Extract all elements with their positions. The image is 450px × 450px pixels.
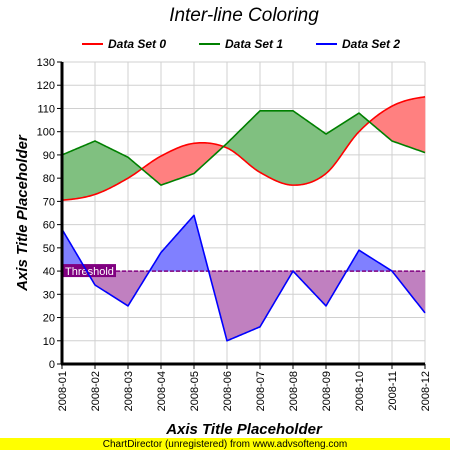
- x-tick-label: 2008-04: [156, 371, 168, 411]
- x-tick-label: 2008-02: [90, 371, 102, 411]
- x-tick-label: 2008-01: [57, 371, 69, 411]
- x-tick-label: 2008-10: [354, 371, 366, 411]
- y-tick-label: 130: [37, 57, 55, 69]
- y-tick-label: 40: [43, 266, 55, 278]
- y-tick-label: 10: [43, 336, 55, 348]
- y-tick-label: 50: [43, 243, 55, 255]
- footer-text: ChartDirector (unregistered) from www.ad…: [103, 439, 348, 450]
- y-tick-label: 100: [37, 127, 55, 139]
- x-tick-label: 2008-08: [288, 371, 300, 411]
- series-lines: [61, 96, 426, 342]
- y-tick-labels: 0 10 20 30 40 50 60 70 80 90 100 110 120 130: [37, 57, 62, 371]
- x-axis-title: Axis Title Placeholder: [165, 421, 323, 438]
- threshold-label: Threshold: [65, 266, 114, 278]
- x-tick-label: 2008-06: [222, 371, 234, 411]
- axes: [60, 62, 425, 366]
- x-tick-label: 2008-11: [387, 371, 399, 411]
- legend-label-1: Data Set 1: [225, 37, 283, 51]
- footer-banner: [0, 438, 450, 450]
- series-line-1: [61, 109, 426, 186]
- y-tick-label: 80: [43, 173, 55, 185]
- y-tick-label: 0: [49, 359, 55, 371]
- x-tick-label: 2008-05: [189, 371, 201, 411]
- x-tick-label: 2008-03: [123, 371, 135, 411]
- fill-set2-below-threshold: [423, 270, 426, 314]
- x-tick-label: 2008-12: [420, 371, 432, 411]
- threshold-label-background: [62, 264, 116, 278]
- y-tick-label: 70: [43, 196, 55, 208]
- series-line-0: [61, 96, 426, 202]
- x-tick-label: 2008-07: [255, 371, 267, 411]
- y-tick-label: 90: [43, 150, 55, 162]
- chart-title: Inter-line Coloring: [169, 5, 319, 26]
- x-tick-labels: 2008-01 2008-02 2008-03 2008-04 2008-05 2008-…: [57, 364, 432, 411]
- x-tick-label: 2008-09: [321, 371, 333, 411]
- y-tick-label: 60: [43, 220, 55, 232]
- y-axis-title: Axis Title Placeholder: [14, 134, 31, 292]
- threshold-line-group: Threshold: [62, 264, 425, 278]
- legend: Data Set 0 Data Set 1 Data Set 2: [82, 37, 400, 51]
- y-tick-label: 110: [37, 103, 55, 115]
- legend-label-0: Data Set 0: [108, 37, 166, 51]
- legend-label-2: Data Set 2: [342, 37, 400, 51]
- fill-set0-above-set1: [423, 96, 426, 154]
- series-line-2: [61, 214, 426, 342]
- y-tick-label: 30: [43, 289, 55, 301]
- y-tick-label: 20: [43, 313, 55, 325]
- y-tick-label: 120: [37, 80, 55, 92]
